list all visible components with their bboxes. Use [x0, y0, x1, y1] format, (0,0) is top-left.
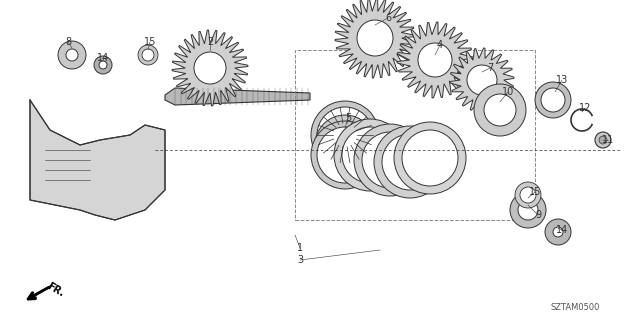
Text: 14: 14 — [556, 225, 568, 235]
Circle shape — [515, 182, 541, 208]
Text: 15: 15 — [529, 187, 541, 197]
Text: 7: 7 — [487, 63, 493, 73]
Circle shape — [595, 132, 611, 148]
Circle shape — [418, 43, 452, 77]
Text: 3: 3 — [297, 255, 303, 265]
Circle shape — [467, 65, 497, 95]
Text: 11: 11 — [602, 135, 614, 145]
Circle shape — [394, 122, 466, 194]
Text: 10: 10 — [502, 87, 514, 97]
Circle shape — [553, 227, 563, 237]
Text: 8: 8 — [65, 37, 71, 47]
Circle shape — [362, 132, 418, 188]
Circle shape — [545, 219, 571, 245]
Circle shape — [474, 84, 526, 136]
Circle shape — [317, 107, 373, 163]
Circle shape — [58, 41, 86, 69]
Circle shape — [311, 101, 379, 169]
Circle shape — [99, 61, 107, 69]
Polygon shape — [397, 22, 473, 98]
Circle shape — [138, 45, 158, 65]
Circle shape — [142, 49, 154, 61]
Circle shape — [357, 20, 393, 56]
Text: 13: 13 — [556, 75, 568, 85]
Polygon shape — [30, 100, 165, 220]
Text: 12: 12 — [579, 103, 591, 113]
Circle shape — [374, 126, 446, 198]
Text: 2: 2 — [207, 37, 213, 47]
Polygon shape — [165, 88, 310, 105]
Text: 4: 4 — [437, 40, 443, 50]
Circle shape — [317, 107, 373, 163]
Bar — [295, 50, 535, 220]
Text: SZTAM0500: SZTAM0500 — [550, 303, 600, 312]
Polygon shape — [172, 30, 248, 106]
Text: 14: 14 — [97, 53, 109, 63]
Circle shape — [194, 52, 226, 84]
Circle shape — [541, 88, 565, 112]
Circle shape — [334, 119, 406, 191]
Circle shape — [342, 127, 398, 183]
Polygon shape — [335, 0, 415, 78]
Circle shape — [510, 192, 546, 228]
Circle shape — [535, 82, 571, 118]
Circle shape — [599, 136, 607, 144]
Text: 5: 5 — [345, 113, 351, 123]
Circle shape — [402, 130, 458, 186]
Circle shape — [311, 121, 379, 189]
Text: 6: 6 — [385, 13, 391, 23]
Circle shape — [354, 124, 426, 196]
Circle shape — [66, 49, 78, 61]
Circle shape — [484, 94, 516, 126]
Circle shape — [94, 56, 112, 74]
Circle shape — [382, 134, 438, 190]
Text: 9: 9 — [535, 210, 541, 220]
Circle shape — [317, 127, 373, 183]
Circle shape — [323, 123, 367, 167]
Polygon shape — [450, 48, 514, 112]
Text: 15: 15 — [144, 37, 156, 47]
Circle shape — [315, 115, 375, 175]
Circle shape — [339, 129, 351, 141]
Circle shape — [518, 200, 538, 220]
Text: 1: 1 — [297, 243, 303, 253]
Text: FR.: FR. — [45, 281, 65, 299]
Circle shape — [520, 187, 536, 203]
